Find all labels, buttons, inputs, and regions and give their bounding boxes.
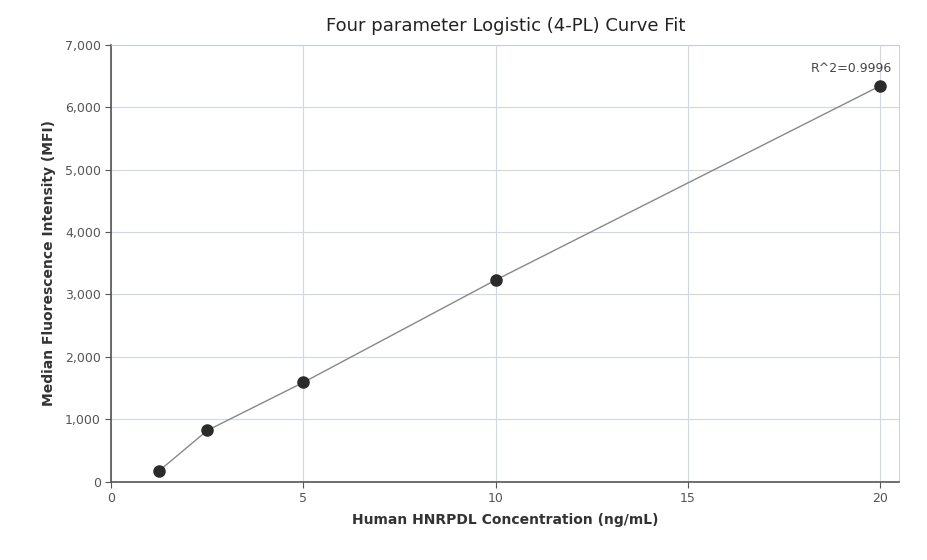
- Text: R^2=0.9996: R^2=0.9996: [810, 62, 892, 74]
- Point: [872, 82, 887, 91]
- Y-axis label: Median Fluorescence Intensity (MFI): Median Fluorescence Intensity (MFI): [43, 120, 57, 406]
- X-axis label: Human HNRPDL Concentration (ng/mL): Human HNRPDL Concentration (ng/mL): [352, 514, 658, 528]
- Point: [152, 466, 167, 475]
- Title: Four parameter Logistic (4-PL) Curve Fit: Four parameter Logistic (4-PL) Curve Fit: [325, 17, 685, 35]
- Point: [200, 426, 215, 435]
- Point: [489, 276, 503, 284]
- Point: [296, 378, 311, 387]
